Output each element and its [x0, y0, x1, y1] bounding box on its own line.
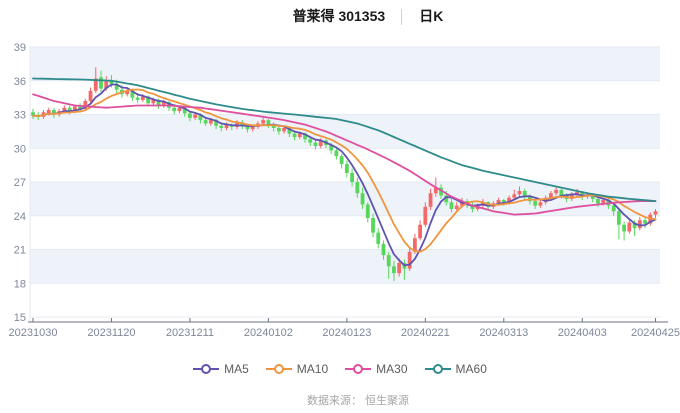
candle[interactable] — [99, 70, 103, 92]
candle[interactable] — [365, 202, 370, 223]
chart-header: 普莱得 301353 │ 日K — [0, 6, 680, 26]
plot-band — [30, 249, 660, 284]
y-axis-tick-label: 21 — [14, 245, 26, 257]
candle[interactable] — [449, 198, 454, 213]
candle[interactable] — [292, 131, 297, 141]
candle[interactable] — [627, 219, 632, 234]
candle[interactable] — [428, 188, 433, 211]
candle[interactable] — [517, 186, 522, 197]
x-axis-tick-label: 20231120 — [87, 327, 135, 339]
x-axis-tick-label: 20240425 — [631, 327, 680, 339]
x-axis-tick-label: 20240313 — [479, 327, 528, 339]
candle[interactable] — [392, 260, 396, 281]
candle[interactable] — [611, 204, 616, 216]
candle[interactable] — [371, 213, 375, 238]
candle[interactable] — [52, 107, 56, 118]
legend-label-ma5: MA5 — [224, 362, 249, 376]
ma5-legend-marker-icon — [193, 364, 220, 374]
candle[interactable] — [454, 202, 459, 212]
x-axis-tick-label: 20240221 — [401, 327, 450, 339]
candle[interactable] — [266, 119, 271, 128]
candle[interactable] — [538, 200, 543, 208]
legend-item-ma5[interactable]: MA5 — [193, 362, 249, 376]
legend: MA5 MA10 MA30 MA60 — [0, 360, 680, 378]
plot-band — [30, 114, 660, 149]
candle[interactable] — [554, 186, 559, 196]
candle[interactable] — [470, 202, 475, 213]
ma10-line — [32, 88, 657, 253]
candle[interactable] — [381, 240, 386, 260]
candle[interactable] — [276, 125, 281, 135]
candle[interactable] — [407, 247, 412, 271]
y-axis-tick-label: 33 — [14, 110, 26, 122]
stock-title: 普莱得 301353 — [292, 8, 386, 24]
x-axis-tick-label: 20240123 — [322, 327, 371, 339]
data-source: 数据来源： 恒生聚源 — [306, 395, 410, 407]
kline-period-label: 日K — [419, 8, 444, 24]
candle[interactable] — [643, 218, 647, 229]
candle[interactable] — [418, 220, 423, 241]
candle[interactable] — [522, 188, 527, 200]
candle[interactable] — [313, 139, 318, 150]
ma30-line — [32, 93, 657, 216]
candle[interactable] — [355, 177, 360, 198]
candle[interactable] — [512, 189, 517, 200]
legend-item-ma60[interactable]: MA60 — [424, 362, 487, 376]
y-axis-tick-label: 15 — [14, 312, 26, 324]
candle[interactable] — [344, 160, 349, 178]
candle[interactable] — [360, 187, 365, 209]
candle[interactable] — [376, 228, 381, 249]
x-axis-tick-label: 20240403 — [558, 327, 607, 339]
y-axis-tick-label: 24 — [14, 211, 26, 223]
candle[interactable] — [622, 221, 627, 241]
x-axis-tick-label: 20231030 — [9, 327, 58, 339]
candle[interactable] — [616, 209, 621, 240]
legend-item-ma30[interactable]: MA30 — [345, 362, 408, 376]
ma5-line — [32, 83, 657, 267]
y-axis-tick-label: 18 — [14, 278, 26, 290]
candle[interactable] — [575, 188, 579, 197]
x-axis-tick-label: 20231211 — [166, 327, 214, 339]
candle[interactable] — [648, 212, 653, 226]
candles-layer — [31, 67, 658, 281]
y-axis-tick-label: 36 — [14, 76, 26, 88]
candle[interactable] — [423, 202, 428, 227]
candle[interactable] — [350, 168, 354, 187]
legend-label-ma30: MA30 — [376, 362, 408, 376]
candle[interactable] — [386, 251, 391, 279]
y-axis-tick-label: 39 — [14, 42, 26, 54]
y-axis-tick-label: 27 — [14, 177, 26, 189]
plot-band — [30, 47, 660, 81]
ma10-legend-marker-icon — [265, 364, 292, 374]
legend-label-ma10: MA10 — [296, 362, 329, 376]
candle[interactable] — [188, 111, 192, 122]
ma60-line — [32, 77, 657, 202]
candle[interactable] — [31, 108, 35, 119]
y-axis-tick-label: 30 — [14, 143, 26, 155]
candle[interactable] — [439, 184, 443, 199]
x-axis-tick-label: 20240102 — [244, 327, 293, 339]
candle[interactable] — [334, 148, 339, 160]
candle[interactable] — [339, 153, 344, 169]
title-separator: │ — [398, 8, 407, 24]
ma30-legend-marker-icon — [345, 364, 372, 374]
legend-item-ma10[interactable]: MA10 — [265, 362, 329, 376]
ma60-legend-marker-icon — [424, 364, 451, 374]
candle[interactable] — [637, 216, 642, 231]
candle[interactable] — [88, 87, 93, 104]
candle[interactable] — [653, 209, 658, 218]
legend-label-ma60: MA60 — [455, 362, 487, 376]
